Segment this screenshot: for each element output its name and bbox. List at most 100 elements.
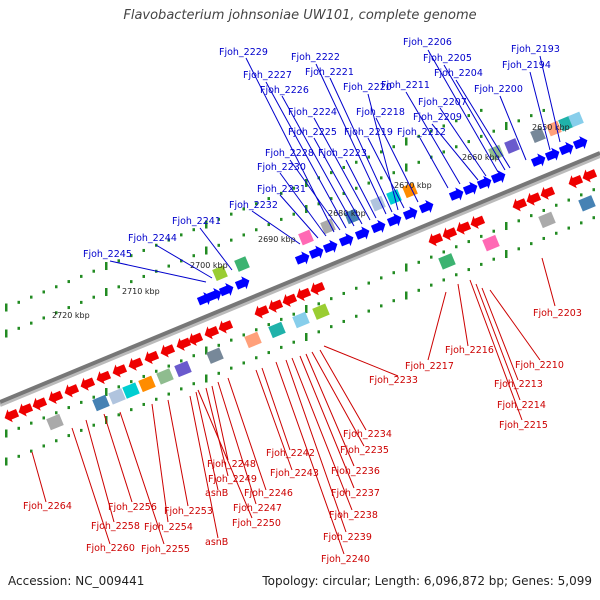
scale-tick bbox=[230, 238, 233, 242]
top-leader-line bbox=[155, 244, 213, 279]
domain-box bbox=[268, 321, 286, 339]
scale-tick bbox=[217, 371, 220, 375]
bottom-leader-line bbox=[103, 413, 133, 503]
scale-tick bbox=[392, 299, 395, 303]
scale-tick bbox=[330, 197, 333, 201]
scale-tick bbox=[42, 416, 45, 420]
minus-strand-gene-arrow bbox=[48, 390, 64, 404]
domain-box bbox=[538, 211, 556, 229]
bottom-leader-line bbox=[427, 291, 447, 361]
top-leader-line bbox=[443, 64, 506, 171]
minus-strand-gene-arrow bbox=[582, 169, 598, 183]
scale-tick bbox=[142, 248, 145, 252]
scale-tick bbox=[330, 171, 333, 175]
scale-tick bbox=[542, 208, 545, 212]
scale-tick bbox=[430, 283, 433, 287]
scale-tick bbox=[280, 191, 283, 195]
domain-box bbox=[234, 256, 250, 272]
scale-tick bbox=[267, 351, 270, 355]
top-gene-label: Fjoh_2231 bbox=[257, 184, 306, 195]
domain-box bbox=[320, 218, 336, 235]
scale-tick bbox=[530, 242, 533, 246]
bottom-gene-label: Fjoh_2256 bbox=[108, 502, 157, 513]
domain-box bbox=[138, 375, 156, 393]
bottom-gene-label: Fjoh_2254 bbox=[144, 522, 193, 533]
bottom-leader-line bbox=[261, 367, 291, 451]
domain-box bbox=[108, 388, 126, 405]
top-gene-label: Fjoh_2230 bbox=[257, 162, 306, 173]
plus-strand-gene-arrow bbox=[530, 153, 546, 167]
scale-tick bbox=[255, 228, 258, 232]
bottom-gene-label: Fjoh_2203 bbox=[533, 308, 582, 319]
bottom-leader-line bbox=[255, 369, 293, 471]
top-leader-line bbox=[427, 49, 499, 173]
scale-label: 2700 kbp bbox=[190, 261, 228, 270]
minus-strand-gene-arrow bbox=[268, 299, 284, 313]
scale-tick bbox=[255, 356, 258, 360]
bottom-leader-line bbox=[85, 419, 115, 523]
scale-tick bbox=[305, 305, 308, 314]
bottom-leader-line bbox=[275, 361, 345, 555]
top-gene-label: Fjoh_2200 bbox=[474, 84, 523, 95]
scale-tick bbox=[5, 329, 8, 338]
domain-box bbox=[482, 234, 500, 252]
scale-tick bbox=[230, 366, 233, 370]
scale-tick bbox=[505, 222, 508, 231]
scale-tick bbox=[255, 328, 258, 332]
top-gene-label: Fjoh_2220 bbox=[343, 82, 392, 93]
topology-label: Topology: circular; Length: 6,096,872 bp… bbox=[262, 574, 592, 588]
top-leader-line bbox=[265, 81, 347, 229]
scale-tick bbox=[392, 271, 395, 275]
top-leader-line bbox=[345, 159, 377, 219]
scale-tick bbox=[217, 217, 220, 221]
bottom-gene-label: Fjoh_2250 bbox=[232, 518, 281, 529]
plus-strand-gene-arrow bbox=[402, 206, 418, 220]
domain-box bbox=[312, 303, 330, 320]
bottom-leader-line bbox=[195, 391, 219, 491]
bottom-leader-line bbox=[323, 345, 399, 377]
top-gene-label: Fjoh_2222 bbox=[291, 52, 340, 63]
scale-tick bbox=[205, 346, 208, 355]
scale-tick bbox=[480, 134, 483, 138]
bottom-leader-line bbox=[285, 359, 347, 533]
scale-tick bbox=[142, 402, 145, 406]
top-leader-line bbox=[279, 194, 319, 239]
bottom-gene-label: asnB bbox=[205, 537, 228, 548]
minus-strand-gene-arrow bbox=[18, 403, 34, 417]
bottom-gene-label: Fjoh_2247 bbox=[233, 503, 282, 514]
domain-box bbox=[46, 413, 64, 431]
bottom-gene-label: Fjoh_2217 bbox=[405, 361, 454, 372]
minus-strand-gene-arrow bbox=[282, 293, 298, 307]
plus-strand-gene-arrow bbox=[462, 181, 478, 195]
scale-tick bbox=[280, 217, 283, 221]
minus-strand-gene-arrow bbox=[160, 344, 176, 358]
top-gene-label: Fjoh_2226 bbox=[260, 85, 309, 96]
scale-tick bbox=[217, 243, 220, 247]
scale-tick bbox=[355, 286, 358, 290]
scale-tick bbox=[180, 233, 183, 237]
plus-strand-gene-arrow bbox=[206, 287, 222, 302]
scale-tick bbox=[455, 245, 458, 249]
top-gene-label: Fjoh_2194 bbox=[502, 60, 551, 71]
plus-strand-gene-arrow bbox=[476, 175, 492, 190]
minus-strand-gene-arrow bbox=[112, 364, 128, 378]
top-leader-line bbox=[375, 117, 419, 203]
scale-tick bbox=[405, 263, 408, 272]
scale-tick bbox=[130, 380, 133, 384]
scale-tick bbox=[467, 140, 470, 144]
minus-strand-gene-arrow bbox=[470, 215, 486, 229]
domain-box bbox=[386, 189, 402, 205]
plus-strand-gene-arrow bbox=[234, 276, 250, 290]
scale-tick bbox=[355, 314, 358, 318]
top-leader-line bbox=[439, 107, 487, 177]
bottom-gene-label: Fjoh_2255 bbox=[141, 544, 190, 555]
scale-tick bbox=[80, 300, 83, 304]
scale-tick bbox=[267, 323, 270, 327]
top-leader-line bbox=[315, 63, 387, 215]
plus-strand-gene-arrow bbox=[354, 226, 370, 240]
minus-strand-gene-arrow bbox=[218, 320, 234, 334]
scale-tick bbox=[167, 364, 170, 368]
scale-tick bbox=[242, 333, 245, 337]
scale-tick bbox=[30, 421, 33, 425]
scale-tick bbox=[392, 171, 395, 175]
